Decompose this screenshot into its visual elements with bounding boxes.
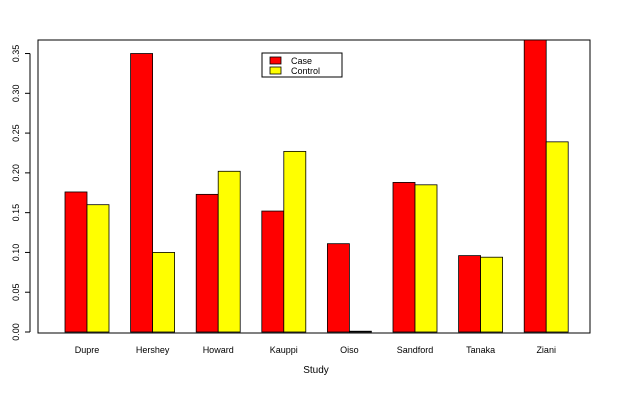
bar-case-sandford [392, 182, 416, 333]
y-tick-label: 0.35 [11, 45, 21, 63]
bar-control-tanaka [480, 256, 504, 333]
y-tick-label: 0.30 [11, 85, 21, 103]
y-tick-label: 0.00 [11, 323, 21, 341]
legend-label-control: Control [291, 66, 320, 76]
bar-control-kauppi [283, 150, 307, 333]
legend-swatch-case [269, 56, 282, 65]
plot-frame [37, 39, 591, 334]
bar-case-hershey [130, 53, 154, 333]
bar-case-kauppi [261, 210, 285, 333]
x-tick-label: Sandford [397, 345, 434, 355]
bars [64, 39, 569, 333]
y-tick-label: 0.05 [11, 283, 21, 301]
x-tick-label: Hershey [136, 345, 170, 355]
x-tick-label: Kauppi [270, 345, 298, 355]
bar-case-oiso [326, 243, 350, 333]
x-axis-title: Study [303, 365, 329, 376]
bar-control-ziani [545, 141, 569, 333]
legend-swatch-control [269, 66, 282, 75]
legend-label-case: Case [291, 56, 312, 66]
bar-case-ziani [523, 39, 547, 333]
x-tick-label: Howard [203, 345, 234, 355]
bar-control-hershey [152, 252, 176, 333]
bar-case-tanaka [458, 255, 482, 333]
y-tick-label: 0.20 [11, 164, 21, 182]
x-tick-label: Ziani [536, 345, 556, 355]
bar-control-howard [217, 170, 241, 333]
bar-case-dupre [64, 191, 88, 333]
x-tick-label: Oiso [340, 345, 359, 355]
bar-control-dupre [86, 204, 110, 333]
y-tick-label: 0.25 [11, 124, 21, 142]
y-tick-label: 0.15 [11, 204, 21, 222]
bar-control-oiso [348, 330, 372, 333]
x-tick-label: Dupre [75, 345, 100, 355]
bar-control-sandford [414, 184, 438, 333]
y-axis: 0.00 0.05 0.10 0.15 0.20 0.25 0.30 0.35 [11, 45, 31, 341]
bar-case-howard [195, 193, 219, 333]
x-tick-label: Tanaka [466, 345, 495, 355]
y-tick-label: 0.10 [11, 244, 21, 262]
x-axis-labels: Dupre Hershey Howard Kauppi Oiso Sandford Tana… [75, 345, 556, 355]
